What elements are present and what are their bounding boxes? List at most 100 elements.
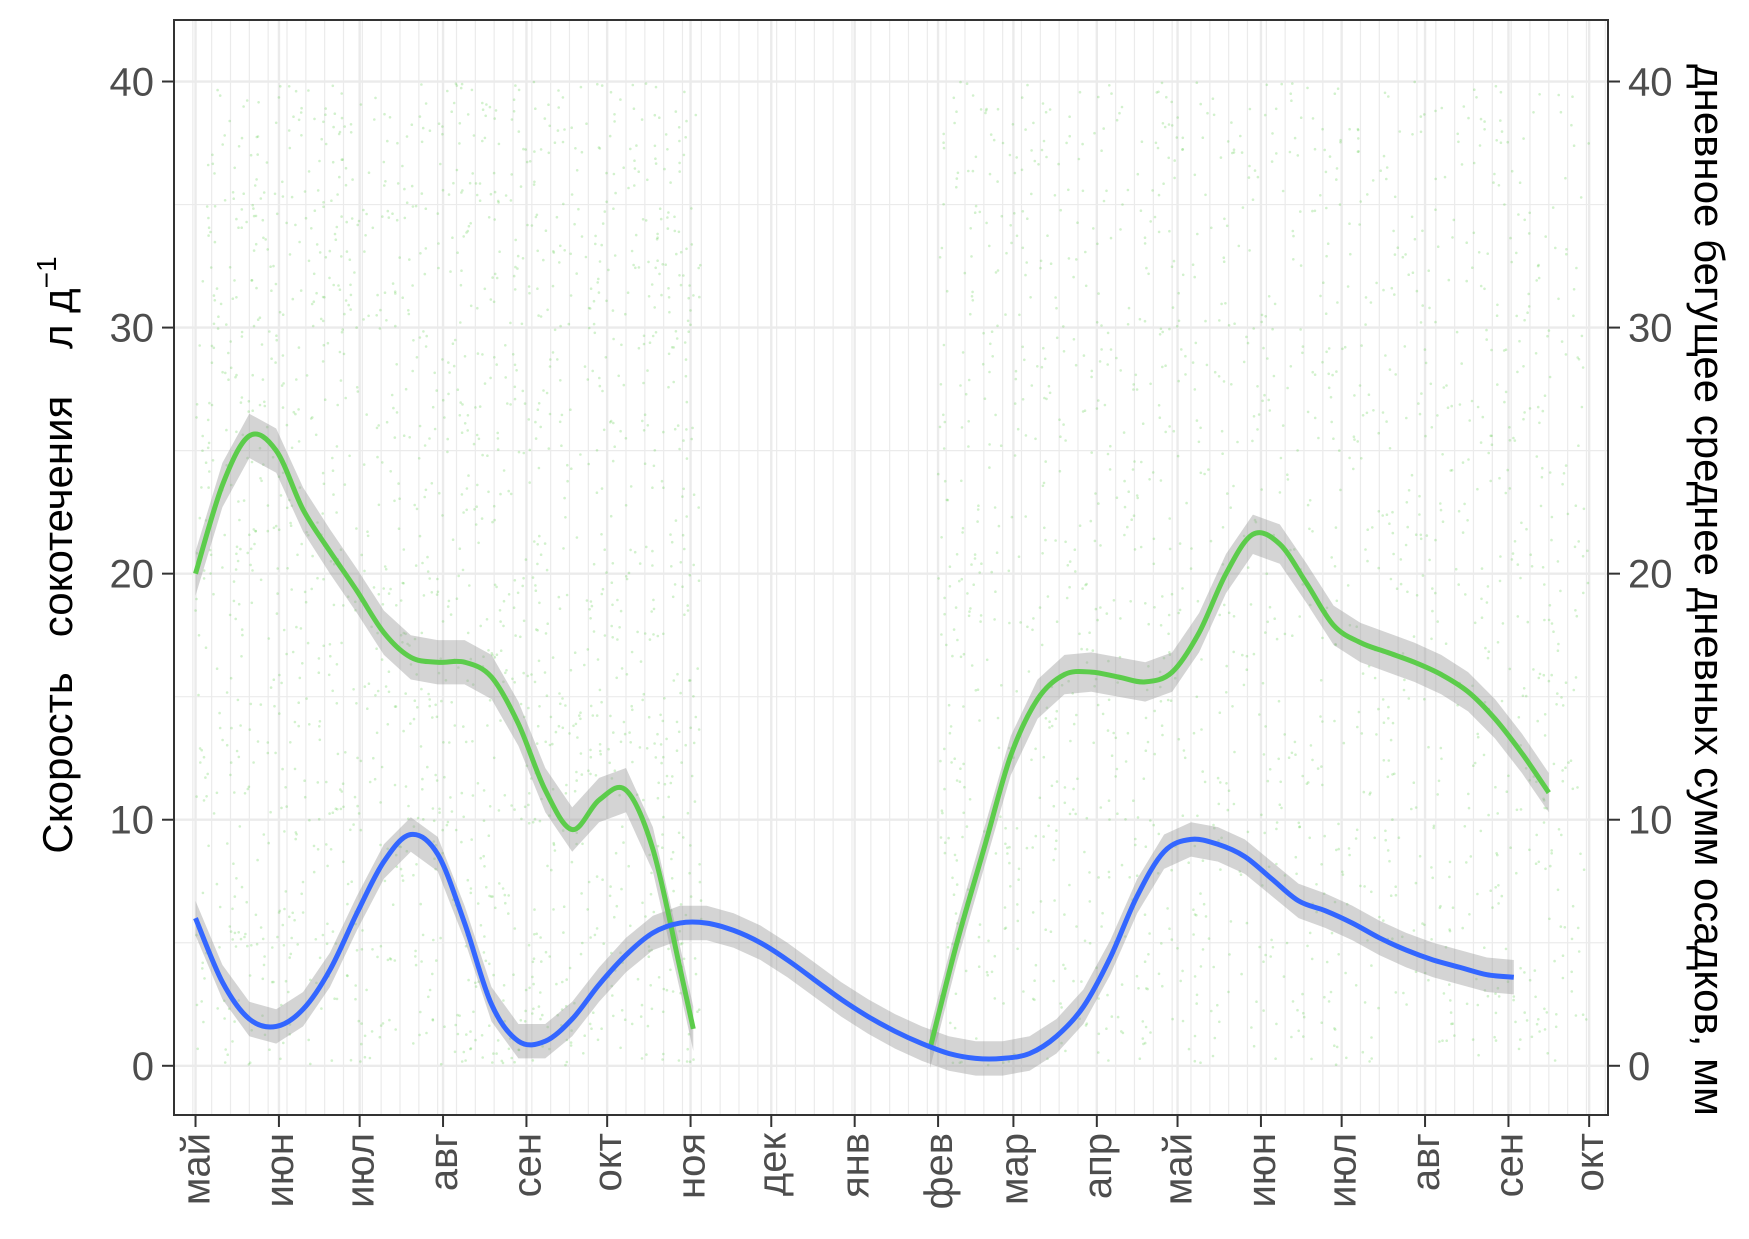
scatter-point (535, 932, 538, 936)
scatter-point (1081, 189, 1085, 193)
scatter-point (480, 517, 484, 520)
scatter-point (434, 867, 437, 871)
scatter-point (662, 486, 665, 490)
scatter-point (1496, 641, 1500, 644)
scatter-point (1361, 414, 1365, 417)
scatter-point (1382, 919, 1385, 922)
scatter-point (684, 913, 688, 917)
scatter-point (1143, 319, 1147, 323)
scatter-point (1041, 484, 1045, 488)
scatter-point (948, 565, 952, 568)
scatter-point (553, 328, 557, 332)
scatter-point (1500, 699, 1504, 703)
scatter-point (1347, 847, 1351, 850)
scatter-point (1504, 491, 1508, 495)
scatter-point (516, 267, 519, 270)
scatter-point (418, 336, 422, 339)
scatter-point (1378, 915, 1381, 919)
scatter-point (653, 742, 656, 745)
scatter-point (1581, 1013, 1585, 1016)
scatter-point (330, 199, 333, 202)
scatter-point (951, 942, 954, 946)
scatter-point (1518, 181, 1522, 184)
scatter-point (1382, 759, 1386, 762)
scatter-point (381, 1022, 385, 1025)
scatter-point (983, 397, 987, 401)
scatter-point (569, 1044, 573, 1047)
scatter-point (1384, 838, 1387, 842)
scatter-point (1496, 986, 1500, 990)
scatter-point (492, 756, 496, 760)
scatter-point (404, 692, 408, 695)
scatter-point (1333, 719, 1336, 723)
scatter-point (277, 528, 281, 531)
scatter-point (453, 338, 457, 342)
scatter-point (1067, 257, 1071, 260)
scatter-point (1386, 849, 1390, 852)
scatter-point (1571, 904, 1575, 908)
scatter-point (314, 433, 318, 437)
scatter-point (600, 487, 604, 490)
scatter-point (682, 153, 686, 157)
scatter-point (653, 449, 657, 452)
scatter-point (389, 470, 393, 473)
scatter-point (1298, 825, 1302, 828)
scatter-point (1100, 348, 1103, 351)
scatter-point (618, 626, 621, 629)
scatter-point (328, 249, 332, 253)
scatter-point (318, 251, 322, 254)
scatter-point (1476, 732, 1479, 736)
scatter-point (497, 201, 500, 204)
scatter-point (600, 533, 603, 536)
scatter-point (1083, 850, 1086, 854)
scatter-point (1083, 409, 1087, 413)
scatter-point (496, 199, 500, 203)
scatter-point (197, 634, 201, 637)
scatter-point (1054, 296, 1057, 299)
scatter-point (274, 121, 278, 125)
scatter-point (1434, 591, 1437, 595)
scatter-point (600, 1027, 603, 1030)
scatter-point (438, 807, 441, 811)
scatter-point (205, 795, 208, 798)
scatter-point (1162, 182, 1165, 185)
scatter-point (1068, 115, 1071, 118)
scatter-point (1010, 515, 1014, 519)
scatter-point (379, 308, 382, 312)
y-axis-title-left-text: Скорость сокотечения л д (34, 288, 81, 853)
scatter-point (1576, 786, 1579, 789)
scatter-point (507, 912, 510, 915)
scatter-point (497, 809, 501, 812)
scatter-point (1512, 995, 1516, 998)
scatter-point (211, 153, 214, 157)
scatter-point (1401, 652, 1405, 655)
scatter-point (1062, 325, 1065, 328)
scatter-point (532, 183, 536, 186)
scatter-point (482, 789, 486, 792)
scatter-point (631, 760, 634, 764)
scatter-point (669, 781, 673, 785)
scatter-point (249, 153, 253, 157)
scatter-point (467, 978, 470, 982)
scatter-point (601, 389, 604, 393)
scatter-point (356, 390, 360, 393)
scatter-point (1370, 890, 1373, 894)
scatter-point (388, 116, 392, 119)
scatter-point (493, 190, 497, 194)
scatter-point (654, 162, 658, 165)
scatter-point (1182, 749, 1186, 752)
scatter-point (1225, 691, 1228, 694)
scatter-point (533, 680, 537, 684)
scatter-point (1280, 82, 1283, 86)
scatter-point (609, 419, 613, 423)
scatter-point (316, 576, 319, 580)
axes: май июн июл авг сен окт ноя дек янв фев мар апр май и… (110, 61, 1673, 1210)
scatter-point (482, 854, 486, 858)
scatter-point (1248, 164, 1251, 168)
scatter-point (510, 1056, 513, 1060)
x-tick-label: ноя (670, 1133, 714, 1199)
scatter-point (1379, 169, 1382, 172)
scatter-point (1385, 420, 1388, 423)
scatter-point (471, 172, 475, 175)
scatter-point (570, 1029, 573, 1032)
